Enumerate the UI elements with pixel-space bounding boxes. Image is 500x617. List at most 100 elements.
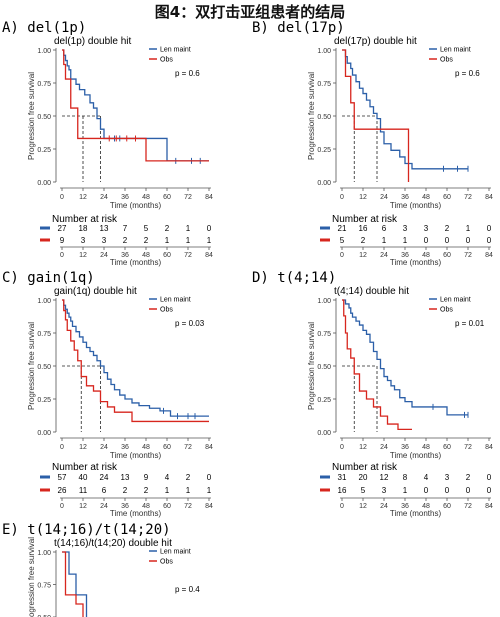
x-axis-label: Time (months) <box>110 451 162 460</box>
legend-len-label: Len maint <box>160 549 191 556</box>
risk-len-value: 1 <box>466 224 471 233</box>
x-tick-label: 84 <box>205 444 213 451</box>
risk-len-value: 6 <box>382 224 387 233</box>
x-tick-label: 48 <box>142 194 150 201</box>
x-tick-label: 12 <box>79 444 87 451</box>
risk-len-value: 0 <box>207 224 212 233</box>
obs-curve <box>342 49 410 182</box>
risk-obs-value: 0 <box>445 236 450 245</box>
risk-obs-value: 26 <box>58 486 67 495</box>
y-tick-label: 1.00 <box>37 550 51 557</box>
x-tick-label: 60 <box>443 194 451 201</box>
y-tick-label: 0.50 <box>37 364 51 371</box>
y-axis-label: Progression free survival <box>27 322 36 410</box>
p-value: p = 0.6 <box>455 69 480 78</box>
risk-obs-value: 9 <box>60 236 65 245</box>
risk-obs-value: 2 <box>123 236 128 245</box>
risk-title: Number at risk <box>52 214 118 225</box>
panel-label: C) gain(1q) <box>2 270 95 286</box>
x-tick-label: 0 <box>60 194 64 201</box>
y-tick-label: 0.75 <box>37 331 51 338</box>
x-tick-label: 36 <box>401 444 409 451</box>
p-value: p = 0.01 <box>455 319 485 328</box>
y-tick-label: 0.25 <box>317 147 331 154</box>
x-tick-label: 24 <box>380 194 388 201</box>
risk-len-value: 12 <box>380 473 389 482</box>
plot-area <box>62 299 209 423</box>
p-value: p = 0.03 <box>175 319 205 328</box>
chart-title: t(14;16)/t(14;20) double hit <box>54 538 172 549</box>
y-tick-label: 0.75 <box>317 81 331 88</box>
chart-title: del(1p) double hit <box>54 36 131 47</box>
y-axis-label: Progression free survival <box>307 322 316 410</box>
risk-obs-value: 1 <box>207 236 212 245</box>
risk-x-tick-label: 0 <box>340 252 344 259</box>
x-tick-label: 48 <box>422 444 430 451</box>
risk-x-tick-label: 12 <box>79 252 87 259</box>
risk-x-axis-label: Time (months) <box>110 509 162 518</box>
risk-len-value: 3 <box>424 224 429 233</box>
risk-obs-value: 0 <box>445 486 450 495</box>
plot-area <box>62 551 88 617</box>
risk-obs-value: 6 <box>102 486 107 495</box>
p-value: p = 0.4 <box>175 585 200 594</box>
len-maint-curve <box>62 49 209 162</box>
plot-area <box>342 299 469 431</box>
x-tick-label: 12 <box>359 444 367 451</box>
risk-x-axis-label: Time (months) <box>390 509 442 518</box>
y-tick-label: 0.25 <box>37 147 51 154</box>
risk-x-tick-label: 12 <box>79 503 87 510</box>
risk-x-tick-label: 48 <box>422 503 430 510</box>
risk-len-value: 16 <box>359 224 368 233</box>
legend-obs-label: Obs <box>160 57 173 64</box>
panel-label: D) t(4;14) <box>252 270 336 286</box>
risk-obs-value: 0 <box>424 486 429 495</box>
risk-x-tick-label: 60 <box>443 252 451 259</box>
obs-curve <box>62 551 84 617</box>
x-axis-label: Time (months) <box>390 451 442 460</box>
risk-obs-value: 1 <box>382 236 387 245</box>
risk-obs-value: 1 <box>165 236 170 245</box>
risk-len-value: 3 <box>403 224 408 233</box>
risk-obs-value: 1 <box>186 486 191 495</box>
x-tick-label: 72 <box>184 194 192 201</box>
x-tick-label: 60 <box>163 444 171 451</box>
x-tick-label: 0 <box>340 194 344 201</box>
y-tick-label: 0.50 <box>37 114 51 121</box>
chart-title: gain(1q) double hit <box>54 286 137 297</box>
risk-x-tick-label: 36 <box>401 503 409 510</box>
risk-len-value: 1 <box>186 224 191 233</box>
risk-len-value: 21 <box>338 224 347 233</box>
risk-obs-value: 2 <box>123 486 128 495</box>
y-tick-label: 0.50 <box>37 615 51 617</box>
risk-x-tick-label: 48 <box>142 503 150 510</box>
risk-len-value: 3 <box>445 473 450 482</box>
risk-x-tick-label: 72 <box>184 252 192 259</box>
y-axis-label: Progression free survival <box>27 72 36 160</box>
risk-title: Number at risk <box>52 462 118 473</box>
y-axis-label: Progression free survival <box>27 537 36 617</box>
x-tick-label: 24 <box>100 444 108 451</box>
legend-len-label: Len maint <box>160 47 191 54</box>
legend-len-label: Len maint <box>440 47 471 54</box>
risk-len-value: 24 <box>100 473 109 482</box>
risk-x-tick-label: 84 <box>485 252 493 259</box>
risk-obs-value: 3 <box>81 236 86 245</box>
p-value: p = 0.6 <box>175 69 200 78</box>
plot-area <box>342 49 469 182</box>
risk-obs-value: 16 <box>338 486 347 495</box>
x-tick-label: 84 <box>485 194 493 201</box>
risk-x-tick-label: 24 <box>380 503 388 510</box>
y-tick-label: 0.00 <box>37 430 51 437</box>
risk-title: Number at risk <box>332 214 398 225</box>
risk-x-tick-label: 72 <box>464 252 472 259</box>
x-tick-label: 84 <box>485 444 493 451</box>
chart-title: t(4;14) double hit <box>334 286 409 297</box>
x-tick-label: 0 <box>60 444 64 451</box>
risk-len-value: 8 <box>403 473 408 482</box>
risk-obs-value: 2 <box>144 486 149 495</box>
x-axis-label: Time (months) <box>390 201 442 210</box>
risk-len-value: 31 <box>338 473 347 482</box>
len-maint-curve <box>62 551 88 617</box>
